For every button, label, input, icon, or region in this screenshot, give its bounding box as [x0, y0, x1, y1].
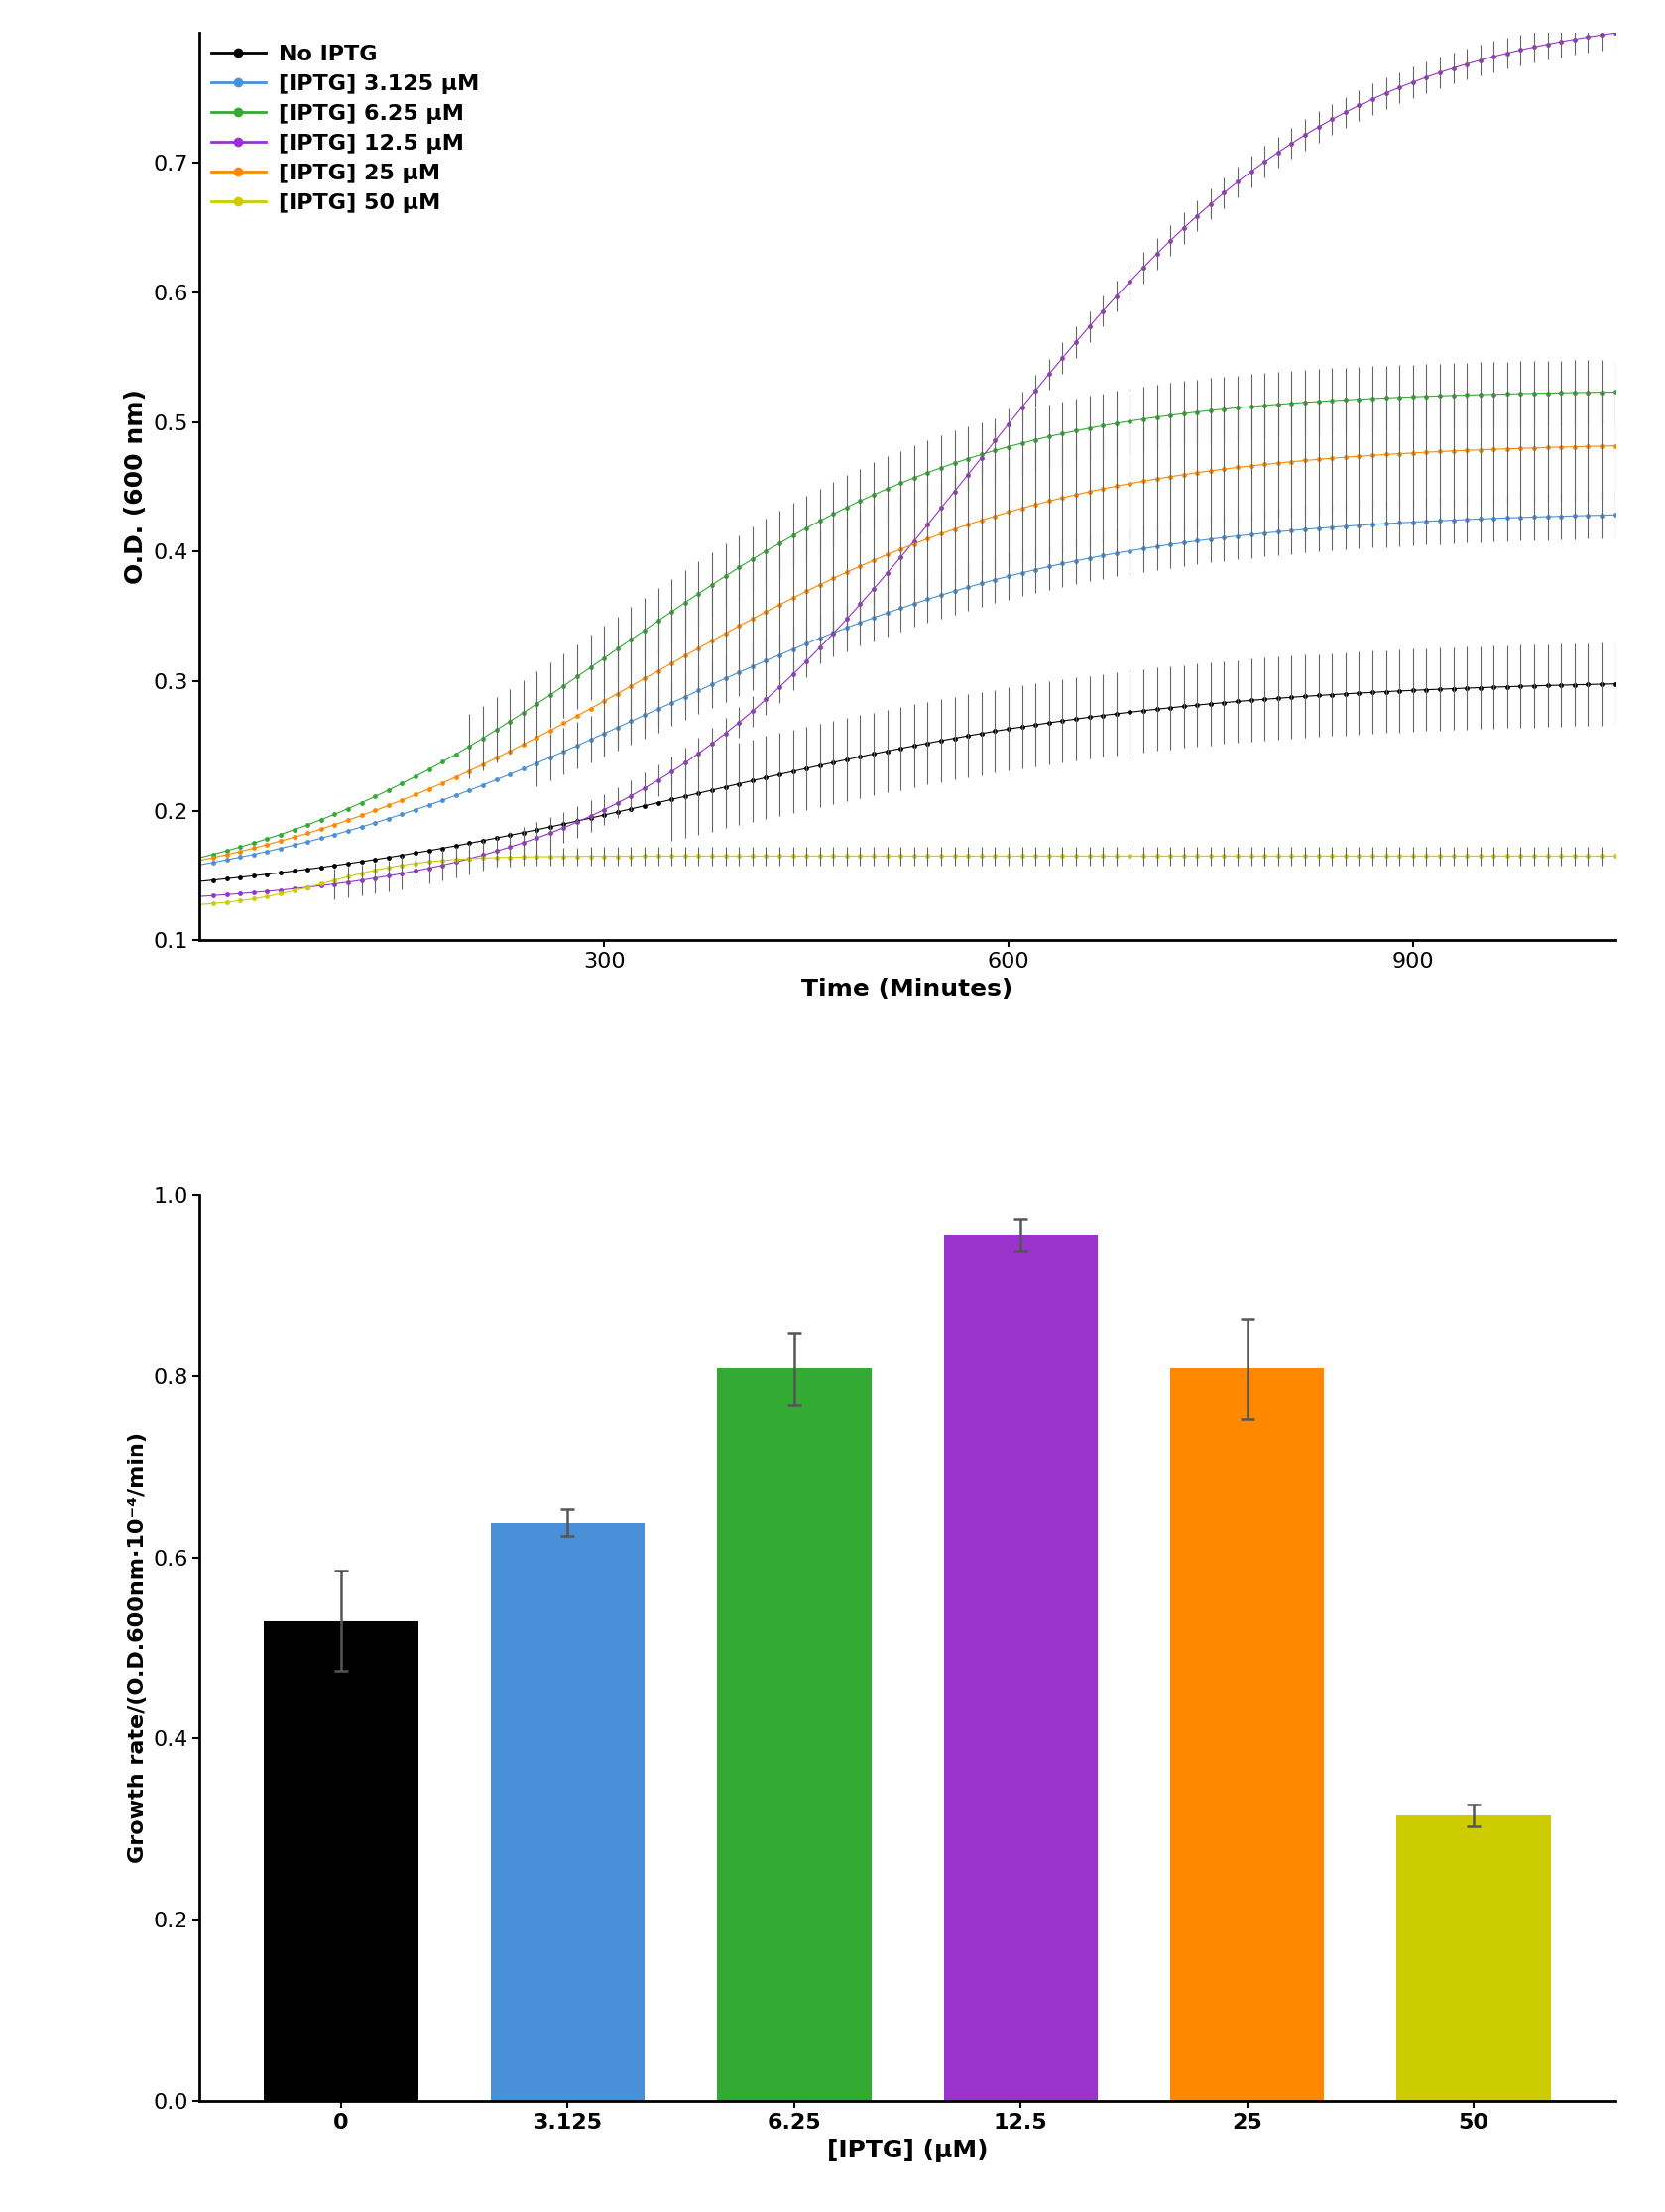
Bar	[718, 1369, 871, 2101]
Bar	[491, 1522, 644, 2101]
Y-axis label: O.D. (600 nm): O.D. (600 nm)	[123, 389, 148, 584]
Bar	[1397, 1816, 1550, 2101]
Bar	[944, 1234, 1097, 2101]
X-axis label: [IPTG] (μM): [IPTG] (μM)	[828, 2139, 987, 2163]
X-axis label: Time (Minutes): Time (Minutes)	[801, 978, 1014, 1002]
Bar	[1170, 1369, 1324, 2101]
Bar	[265, 1621, 418, 2101]
Y-axis label: Growth rate/(O.D.600nm·10⁻⁴/min): Growth rate/(O.D.600nm·10⁻⁴/min)	[128, 1431, 148, 1863]
Legend: No IPTG, [IPTG] 3.125 μM, [IPTG] 6.25 μM, [IPTG] 12.5 μM, [IPTG] 25 μM, [IPTG] 5: No IPTG, [IPTG] 3.125 μM, [IPTG] 6.25 μM…	[211, 44, 480, 212]
